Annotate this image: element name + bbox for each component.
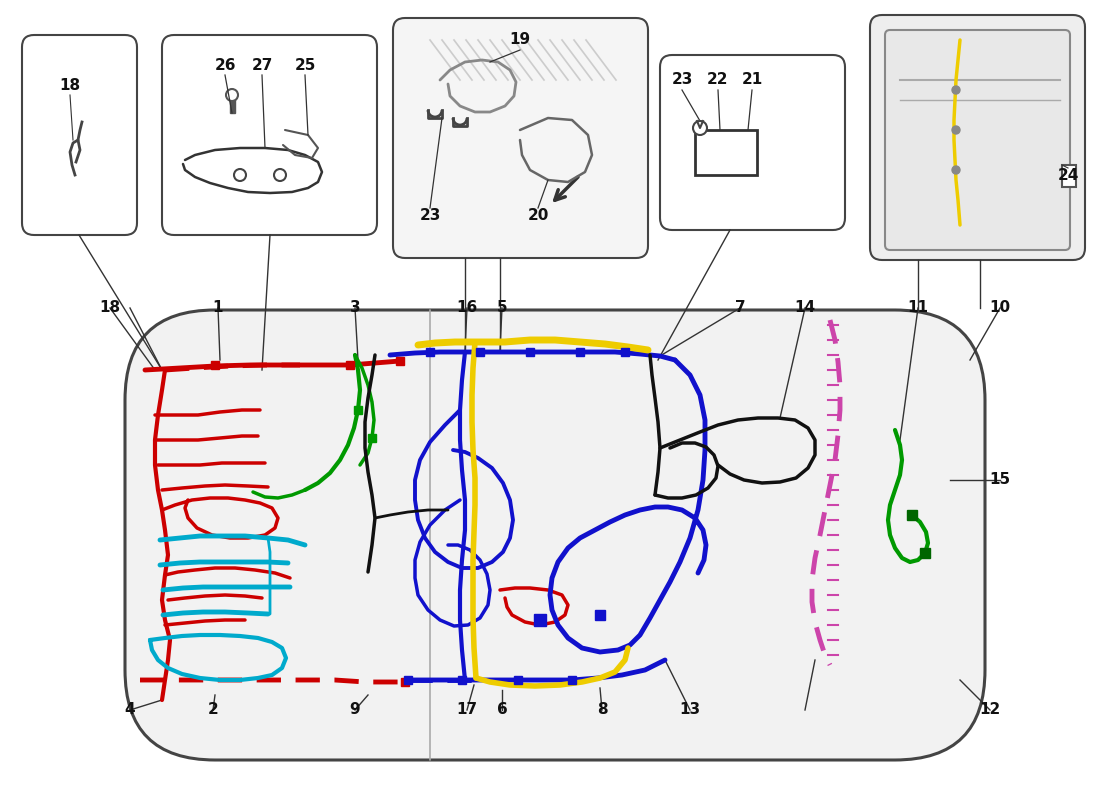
Bar	[514, 676, 522, 684]
Text: 10: 10	[989, 301, 1011, 315]
Text: 24: 24	[1057, 167, 1079, 182]
Bar	[568, 676, 576, 684]
Bar	[396, 357, 404, 365]
Text: 22: 22	[707, 73, 728, 87]
Text: 8: 8	[596, 702, 607, 718]
Circle shape	[693, 121, 707, 135]
Text: 15: 15	[989, 473, 1011, 487]
Bar	[402, 678, 409, 686]
Bar	[534, 614, 546, 626]
Bar	[368, 434, 376, 442]
Bar	[576, 348, 584, 356]
Bar	[621, 348, 629, 356]
Text: 21: 21	[741, 73, 762, 87]
Text: 5: 5	[497, 301, 507, 315]
Text: 18: 18	[59, 78, 80, 93]
Bar	[426, 348, 434, 356]
Text: 13: 13	[680, 702, 701, 718]
Circle shape	[226, 89, 238, 101]
Text: 19: 19	[509, 33, 530, 47]
FancyBboxPatch shape	[660, 55, 845, 230]
Text: 25: 25	[295, 58, 316, 73]
Text: 14: 14	[794, 301, 815, 315]
Text: 9: 9	[350, 702, 361, 718]
Bar	[476, 348, 484, 356]
Text: 11: 11	[908, 301, 928, 315]
FancyBboxPatch shape	[162, 35, 377, 235]
Circle shape	[952, 126, 960, 134]
Text: 7: 7	[735, 301, 746, 315]
FancyBboxPatch shape	[886, 30, 1070, 250]
Bar	[211, 361, 219, 369]
Bar	[458, 676, 466, 684]
Circle shape	[234, 169, 246, 181]
Text: 27: 27	[251, 58, 273, 73]
Text: 23: 23	[419, 207, 441, 222]
Circle shape	[274, 169, 286, 181]
Bar	[1062, 165, 1076, 187]
FancyBboxPatch shape	[22, 35, 138, 235]
Text: 2: 2	[208, 702, 219, 718]
FancyBboxPatch shape	[870, 15, 1085, 260]
FancyBboxPatch shape	[393, 18, 648, 258]
Bar	[526, 348, 534, 356]
Text: 12: 12	[979, 702, 1001, 718]
Bar	[404, 676, 412, 684]
Bar	[920, 548, 929, 558]
Text: 20: 20	[527, 207, 549, 222]
Text: ecto
a part
diagrams: ecto a part diagrams	[428, 457, 692, 623]
Text: 3: 3	[350, 301, 361, 315]
Text: 18: 18	[99, 301, 121, 315]
Bar	[908, 510, 917, 520]
Text: 17: 17	[456, 702, 477, 718]
Text: 6: 6	[496, 702, 507, 718]
Bar	[595, 610, 605, 620]
Text: 26: 26	[214, 58, 235, 73]
Bar	[230, 95, 235, 113]
Bar	[346, 361, 354, 369]
Circle shape	[952, 86, 960, 94]
FancyBboxPatch shape	[125, 310, 984, 760]
Text: 1: 1	[212, 301, 223, 315]
Circle shape	[952, 166, 960, 174]
Bar	[695, 130, 757, 175]
Text: 4: 4	[124, 702, 135, 718]
Text: 23: 23	[671, 73, 693, 87]
Bar	[354, 406, 362, 414]
Text: 16: 16	[456, 301, 477, 315]
